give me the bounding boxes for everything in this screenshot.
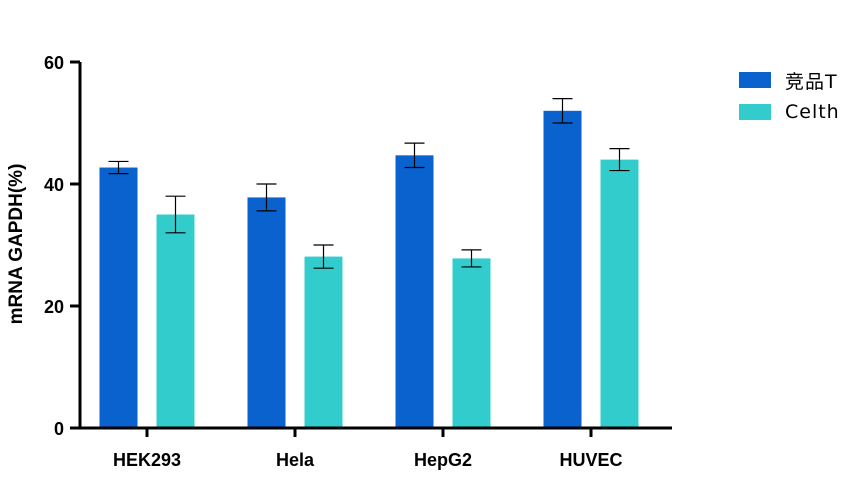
bar-hepg2-series-2: [452, 258, 491, 428]
bar-huvec-series-1: [543, 110, 582, 429]
legend-swatch-series-1: [739, 72, 771, 88]
bar-huvec-series-2: [600, 159, 639, 428]
error-bars-group: [108, 97, 630, 269]
y-tick-label-40: 40: [44, 175, 64, 195]
y-tick-label-60: 60: [44, 53, 64, 73]
error-bar-hela-series-1: [256, 183, 277, 212]
x-tick-label-hela: Hela: [276, 450, 315, 470]
x-tick-label-hepg2: HepG2: [414, 450, 472, 470]
bar-hek293-series-1: [99, 167, 138, 428]
x-ticks-group: HEK293 Hela HepG2 HUVEC: [113, 428, 623, 470]
legend-label-series-2: Celth: [785, 101, 840, 123]
y-tick-label-20: 20: [44, 297, 64, 317]
y-ticks-group: 0 20 40 60: [44, 53, 80, 439]
y-tick-label-0: 0: [54, 419, 64, 439]
legend: 竞品T Celth: [739, 70, 847, 134]
x-tick-label-huvec: HUVEC: [559, 450, 622, 470]
error-bar-hepg2-series-2: [461, 249, 482, 268]
error-bar-hek293-series-2: [165, 195, 186, 234]
bar-hepg2-series-1: [395, 155, 434, 428]
error-bar-huvec-series-2: [609, 148, 630, 172]
error-bar-huvec-series-1: [552, 97, 573, 124]
bar-hela-series-1: [247, 197, 286, 428]
legend-item-series-1: 竞品T: [739, 70, 847, 93]
bar-hela-series-2: [304, 256, 343, 428]
bar-hek293-series-2: [156, 214, 195, 428]
x-tick-label-hek293: HEK293: [113, 450, 181, 470]
error-bar-hek293-series-1: [108, 160, 129, 175]
legend-item-series-2: Celth: [739, 101, 847, 123]
y-axis-label: mRNA GAPDH(%): [6, 164, 27, 325]
error-bar-hela-series-2: [313, 244, 334, 269]
legend-swatch-series-2: [739, 104, 771, 120]
error-bar-hepg2-series-1: [404, 142, 425, 169]
bars-group: [99, 110, 639, 429]
legend-label-series-1: 竞品T: [785, 70, 838, 93]
